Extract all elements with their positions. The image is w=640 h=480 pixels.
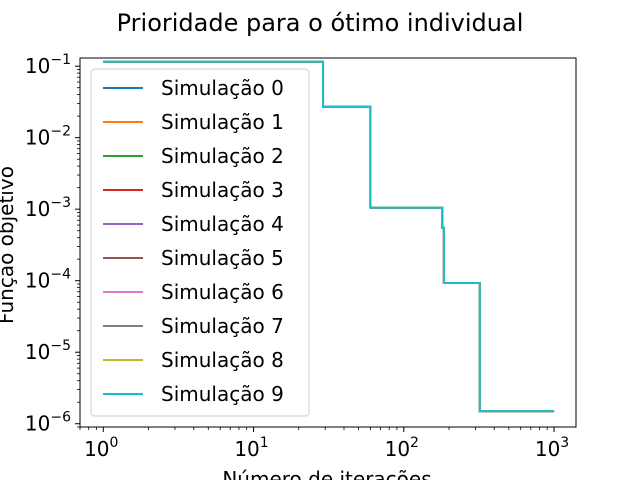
legend: Simulação 0 Simulação 1 Simulação 2 Simulaç… [90, 68, 310, 417]
y-tick-label: 10−3 [25, 195, 71, 221]
x-tick-label: 103 [535, 435, 569, 461]
y-tick-label: 10−2 [25, 124, 71, 150]
plot-frame [79, 57, 577, 428]
legend-label-8: Simulação 8 [161, 348, 284, 372]
legend-label-7: Simulação 7 [161, 314, 284, 338]
legend-label-4: Simulação 4 [161, 212, 284, 236]
y-axis-label: Função objetivo [0, 166, 18, 324]
y-tick-label: 10−1 [25, 52, 71, 78]
legend-label-6: Simulação 6 [161, 280, 284, 304]
series-lines [103, 60, 555, 413]
legend-label-9: Simulação 9 [161, 382, 284, 406]
x-tick-label: 100 [84, 435, 118, 461]
legend-label-1: Simulação 1 [161, 110, 284, 134]
x-tick-label: 101 [234, 435, 268, 461]
series-line-9 [103, 60, 555, 413]
x-axis-label: Número de iterações [222, 467, 431, 480]
legend-label-5: Simulação 5 [161, 246, 284, 270]
x-tick-label: 102 [385, 435, 419, 461]
y-tick-label: 10−6 [25, 410, 71, 436]
legend-box [90, 68, 310, 417]
legend-label-0: Simulação 0 [161, 76, 284, 100]
legend-label-3: Simulação 3 [161, 178, 284, 202]
y-axis: 10−6 10−5 10−4 10−3 10−2 10−1 [25, 52, 80, 436]
chart-title: Prioridade para o ótimo individual [117, 9, 524, 37]
legend-label-2: Simulação 2 [161, 144, 284, 168]
y-tick-label: 10−5 [25, 338, 71, 364]
plot-area [79, 57, 577, 428]
y-tick-label: 10−4 [25, 267, 71, 293]
x-axis: 100 101 102 103 [79, 427, 569, 461]
